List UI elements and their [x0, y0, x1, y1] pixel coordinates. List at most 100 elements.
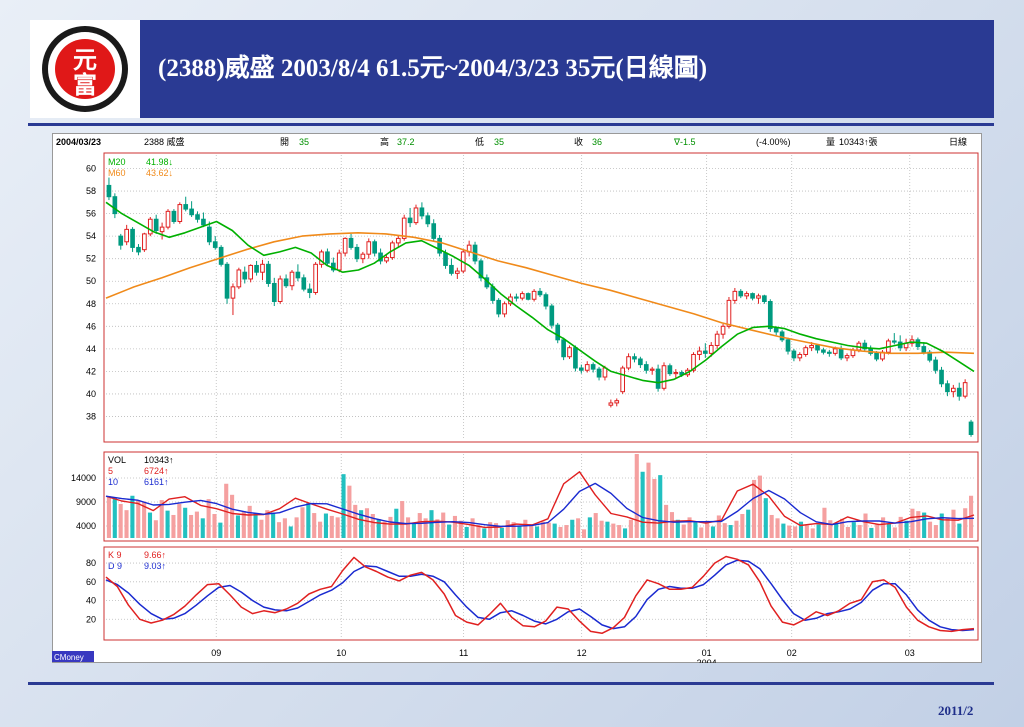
volume-bar — [763, 498, 768, 538]
volume-bar — [710, 526, 716, 538]
volume-bar — [851, 522, 856, 538]
candle-body — [555, 324, 561, 341]
candle-body — [242, 271, 248, 280]
candle-body — [514, 296, 519, 299]
info-low-label: 低 — [475, 136, 484, 147]
volume-bar — [153, 520, 158, 538]
candle-body — [177, 204, 183, 222]
info-change: ∇-1.5 — [673, 137, 696, 147]
legend-k-value: 9.66↑ — [144, 550, 166, 560]
volume-bar — [388, 516, 393, 538]
volume-bar — [265, 510, 270, 538]
candle-body — [372, 241, 377, 254]
volume-bar — [493, 523, 499, 538]
candle-body — [248, 264, 253, 280]
candle-body — [750, 293, 755, 299]
volume-bar — [177, 503, 182, 538]
logo-char-2: 富 — [73, 71, 97, 99]
info-stock: 2388 威盛 — [144, 136, 185, 147]
volume-bar — [218, 522, 223, 538]
x-tick-label: 01 — [702, 648, 712, 658]
volume-bar — [235, 515, 241, 538]
volume-bar — [927, 521, 933, 538]
volume-bar — [886, 524, 892, 538]
candle-body — [939, 369, 944, 385]
candle-body — [803, 347, 809, 355]
price-legend: M20 41.98↓ M60 43.62↓ — [108, 157, 173, 178]
volume-bar — [271, 512, 276, 538]
candle-body — [596, 368, 602, 378]
candle-body — [260, 263, 265, 273]
info-bar: 2004/03/23 2388 威盛 開 35 高 37.2 低 35 收 36… — [56, 136, 967, 147]
legend-ma20-label: M20 — [108, 157, 126, 167]
volume-bar — [746, 509, 751, 538]
volume-bar — [183, 507, 188, 538]
volume-bar — [681, 524, 686, 538]
volume-bar — [576, 518, 581, 538]
candle-body — [307, 288, 313, 293]
candle-body — [691, 353, 696, 371]
candle-body — [649, 368, 655, 371]
volume-bar — [752, 479, 757, 538]
candle-body — [455, 270, 460, 274]
candle-body — [112, 196, 118, 215]
price-y-tick-label: 56 — [86, 209, 96, 219]
candle-body — [744, 293, 749, 297]
x-tick-label: 09 — [211, 648, 221, 658]
candle-body — [720, 325, 726, 335]
volume-bar — [734, 520, 739, 538]
candle-body — [195, 214, 200, 220]
candle-body — [437, 237, 442, 254]
candle-body — [159, 226, 165, 233]
volume-bar — [904, 520, 909, 538]
volume-bar — [130, 495, 135, 538]
volume-bar — [617, 525, 622, 538]
candle-body — [266, 263, 271, 284]
volume-bar — [675, 519, 680, 538]
candle-body — [189, 208, 194, 216]
volume-bar — [969, 495, 974, 538]
candle-body — [838, 348, 844, 359]
volume-bar — [241, 511, 246, 538]
candle-body — [395, 237, 401, 244]
price-y-tick-label: 54 — [86, 231, 96, 241]
info-high-label: 高 — [380, 136, 389, 147]
candle-body — [236, 269, 242, 288]
candle-body — [130, 228, 135, 248]
candle-body — [726, 299, 732, 327]
volume-bar — [458, 520, 463, 538]
volume-bar — [318, 521, 323, 538]
volume-bar — [628, 519, 633, 538]
candle-body — [254, 264, 259, 273]
candle-body — [773, 328, 779, 333]
volume-bar — [476, 525, 481, 538]
candle-body — [708, 344, 714, 354]
candle-body — [951, 387, 956, 393]
info-change-pct: (-4.00%) — [756, 137, 791, 147]
volume-bar — [171, 514, 176, 538]
top-rule — [28, 123, 994, 126]
volume-bar — [329, 515, 334, 538]
info-low: 35 — [494, 137, 504, 147]
candle-body — [956, 387, 962, 397]
volume-bar — [470, 518, 475, 538]
candle-body — [608, 402, 614, 406]
logo: 元 富 — [30, 20, 140, 118]
volume-bar — [511, 522, 516, 538]
legend-k-label: K 9 — [108, 550, 122, 560]
legend-d-label: D 9 — [108, 561, 122, 571]
volume-bar — [933, 525, 938, 538]
x-tick-label: 12 — [577, 648, 587, 658]
volume-bar — [382, 521, 387, 538]
candle-body — [844, 355, 850, 359]
volume-bar — [535, 526, 540, 538]
candle-body — [224, 263, 230, 299]
volume-bar — [288, 526, 293, 538]
info-open: 35 — [299, 137, 309, 147]
ma20-line — [105, 201, 975, 384]
volume-bar — [488, 522, 493, 538]
price-y-tick-label: 42 — [86, 366, 96, 376]
volume-bar — [112, 498, 117, 538]
kd-y-tick-label: 20 — [86, 614, 96, 624]
volume-bar — [224, 483, 229, 538]
